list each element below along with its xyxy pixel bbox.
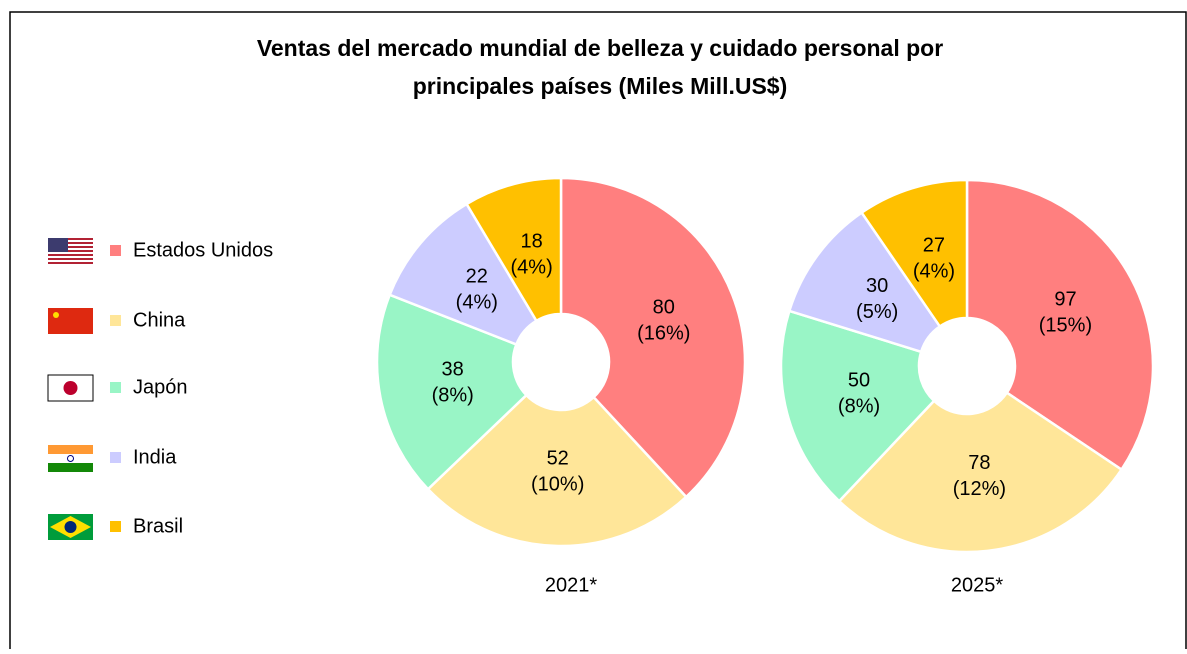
data-label: 27 (4%) — [913, 235, 955, 283]
pie-slice — [464, 176, 563, 323]
flag-india — [48, 445, 93, 472]
data-label: 30 (5%) — [856, 275, 898, 323]
flag-us — [48, 238, 93, 264]
legend-swatch — [110, 452, 121, 463]
legend-label: Japón — [133, 376, 188, 398]
data-label: 80 (16%) — [637, 297, 690, 345]
pie-slice — [388, 202, 539, 347]
chart-title: Ventas del mercado mundial de belleza y … — [257, 35, 943, 61]
data-label: 18 (4%) — [511, 231, 553, 279]
legend-label: Brasil — [133, 515, 183, 537]
legend-swatch — [110, 315, 121, 326]
data-label: 52 (10%) — [531, 448, 584, 496]
pie-slice — [375, 293, 529, 491]
data-label: 78 (12%) — [953, 452, 1006, 500]
pie-slice — [859, 178, 969, 329]
pie-slice — [787, 210, 942, 354]
pie-slice — [426, 393, 688, 548]
pie-slice — [837, 390, 1124, 554]
flag-brazil — [48, 514, 93, 540]
pie-title: 2025* — [951, 574, 1003, 596]
data-label: 50 (8%) — [838, 370, 880, 418]
data-label: 97 (15%) — [1039, 289, 1092, 337]
pie-slice — [779, 309, 936, 503]
data-label: 22 (4%) — [456, 266, 498, 314]
pie-slice — [559, 176, 747, 499]
chart-title: principales países (Miles Mill.US$) — [413, 73, 788, 99]
legend-swatch — [110, 382, 121, 393]
legend-label: Estados Unidos — [133, 239, 273, 261]
legend-swatch — [110, 245, 121, 256]
flag-japan — [47, 374, 94, 402]
legend-swatch — [110, 521, 121, 532]
flag-china — [48, 308, 93, 334]
legend-label: India — [133, 446, 177, 468]
data-label: 38 (8%) — [432, 359, 474, 407]
legend-label: China — [133, 309, 186, 331]
pie-title: 2021* — [545, 574, 597, 596]
pie-slice — [965, 178, 1155, 472]
